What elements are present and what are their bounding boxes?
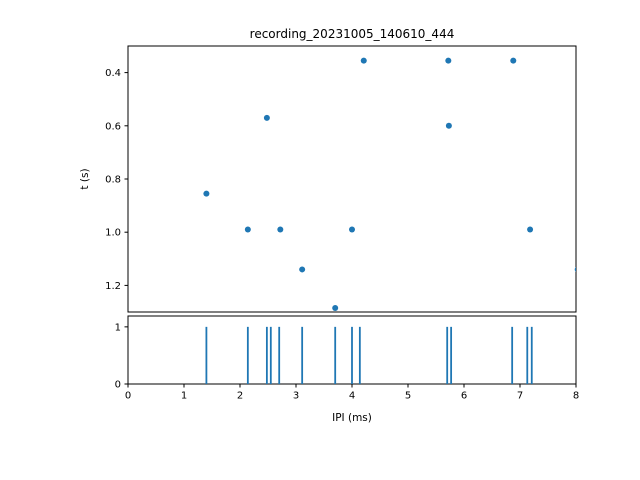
scatter-point: [244, 226, 251, 233]
x-tick-label: 3: [293, 391, 299, 402]
x-tick-label: 5: [405, 391, 411, 402]
scatter-point: [445, 122, 452, 129]
x-tick-label: 1: [181, 391, 187, 402]
scatter-point: [203, 190, 210, 197]
x-tick-label: 0: [125, 391, 131, 402]
y-tick-label: 0: [115, 380, 121, 391]
plot-layer: 0.4 0.6 0.8 1.0 1.2 0 1 0 1 2 3 4 5 6 7 8: [105, 45, 579, 402]
x-tick-label: 2: [237, 391, 243, 402]
top-axes-frame: [127, 45, 577, 313]
y-tick-label: 1: [115, 322, 121, 333]
scatter-point: [445, 57, 452, 64]
x-tick-label: 7: [517, 391, 523, 402]
scatter-point: [527, 226, 534, 233]
scatter-point: [349, 226, 355, 233]
y-axis-label: t (s): [79, 168, 91, 189]
y-tick-label: 0.6: [105, 121, 121, 132]
x-tick-label: 8: [573, 391, 579, 402]
scatter-point: [332, 305, 339, 312]
x-tick-label: 4: [349, 391, 355, 402]
chart-title: recording_20231005_140610_444: [250, 27, 455, 41]
scatter-point: [510, 57, 517, 64]
x-tick-label: 6: [461, 391, 467, 402]
scatter-point: [263, 114, 270, 121]
scatter-point: [574, 266, 576, 272]
scatter-point: [360, 57, 367, 64]
scatter-point: [277, 226, 284, 233]
x-axis-label: IPI (ms): [332, 412, 372, 424]
y-tick-label: 0.8: [105, 175, 121, 186]
scatter-point: [299, 266, 306, 273]
y-tick-label: 0.4: [105, 68, 121, 79]
y-tick-label: 1.0: [105, 228, 121, 239]
y-tick-label: 1.2: [105, 281, 121, 292]
